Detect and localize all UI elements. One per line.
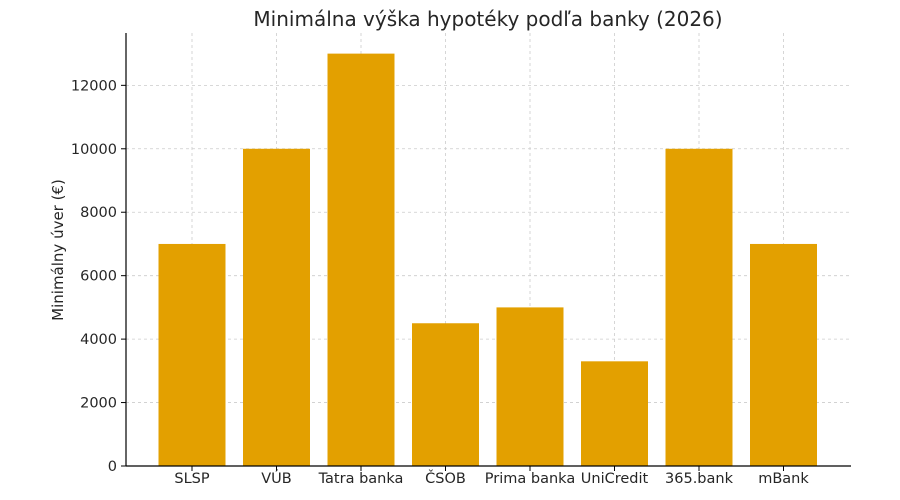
bar-slsp <box>158 243 226 466</box>
bar-365-bank <box>665 148 733 467</box>
y-ticks: 0 2000 4000 6000 8000 10000 12000 <box>71 78 126 475</box>
y-tick-label: 6000 <box>80 269 117 285</box>
bar-unicredit <box>581 361 648 466</box>
x-tick-label: SLSP <box>174 471 209 487</box>
bar-tatra-banka <box>327 53 395 466</box>
x-tick-label: Prima banka <box>485 471 575 487</box>
x-tick-label: ČSOB <box>425 469 466 487</box>
bar-prima-banka <box>496 307 564 466</box>
bar-v-b <box>243 148 310 467</box>
bar-mbank <box>750 243 817 466</box>
bars <box>158 53 817 467</box>
y-tick-label: 12000 <box>71 78 117 94</box>
x-tick-label: VÚB <box>261 469 291 487</box>
y-tick-label: 8000 <box>80 205 117 221</box>
y-tick-label: 10000 <box>71 142 117 158</box>
x-tick-label: 365.bank <box>665 471 734 487</box>
x-tick-label: UniCredit <box>581 471 649 487</box>
y-tick-label: 4000 <box>80 332 117 348</box>
y-tick-label: 0 <box>108 459 117 475</box>
x-tick-label: Tatra banka <box>318 471 404 487</box>
grid-lines <box>126 33 851 467</box>
chart-title: Minimálna výška hypotéky podľa banky (20… <box>253 7 722 31</box>
axes <box>125 33 851 467</box>
x-tick-label: mBank <box>758 471 809 487</box>
bar--sob <box>412 323 479 466</box>
y-axis-label: Minimálny úver (€) <box>49 179 67 321</box>
y-tick-label: 2000 <box>80 396 117 412</box>
x-ticks: SLSP VÚB Tatra banka ČSOB Prima banka UniCred… <box>174 466 809 487</box>
